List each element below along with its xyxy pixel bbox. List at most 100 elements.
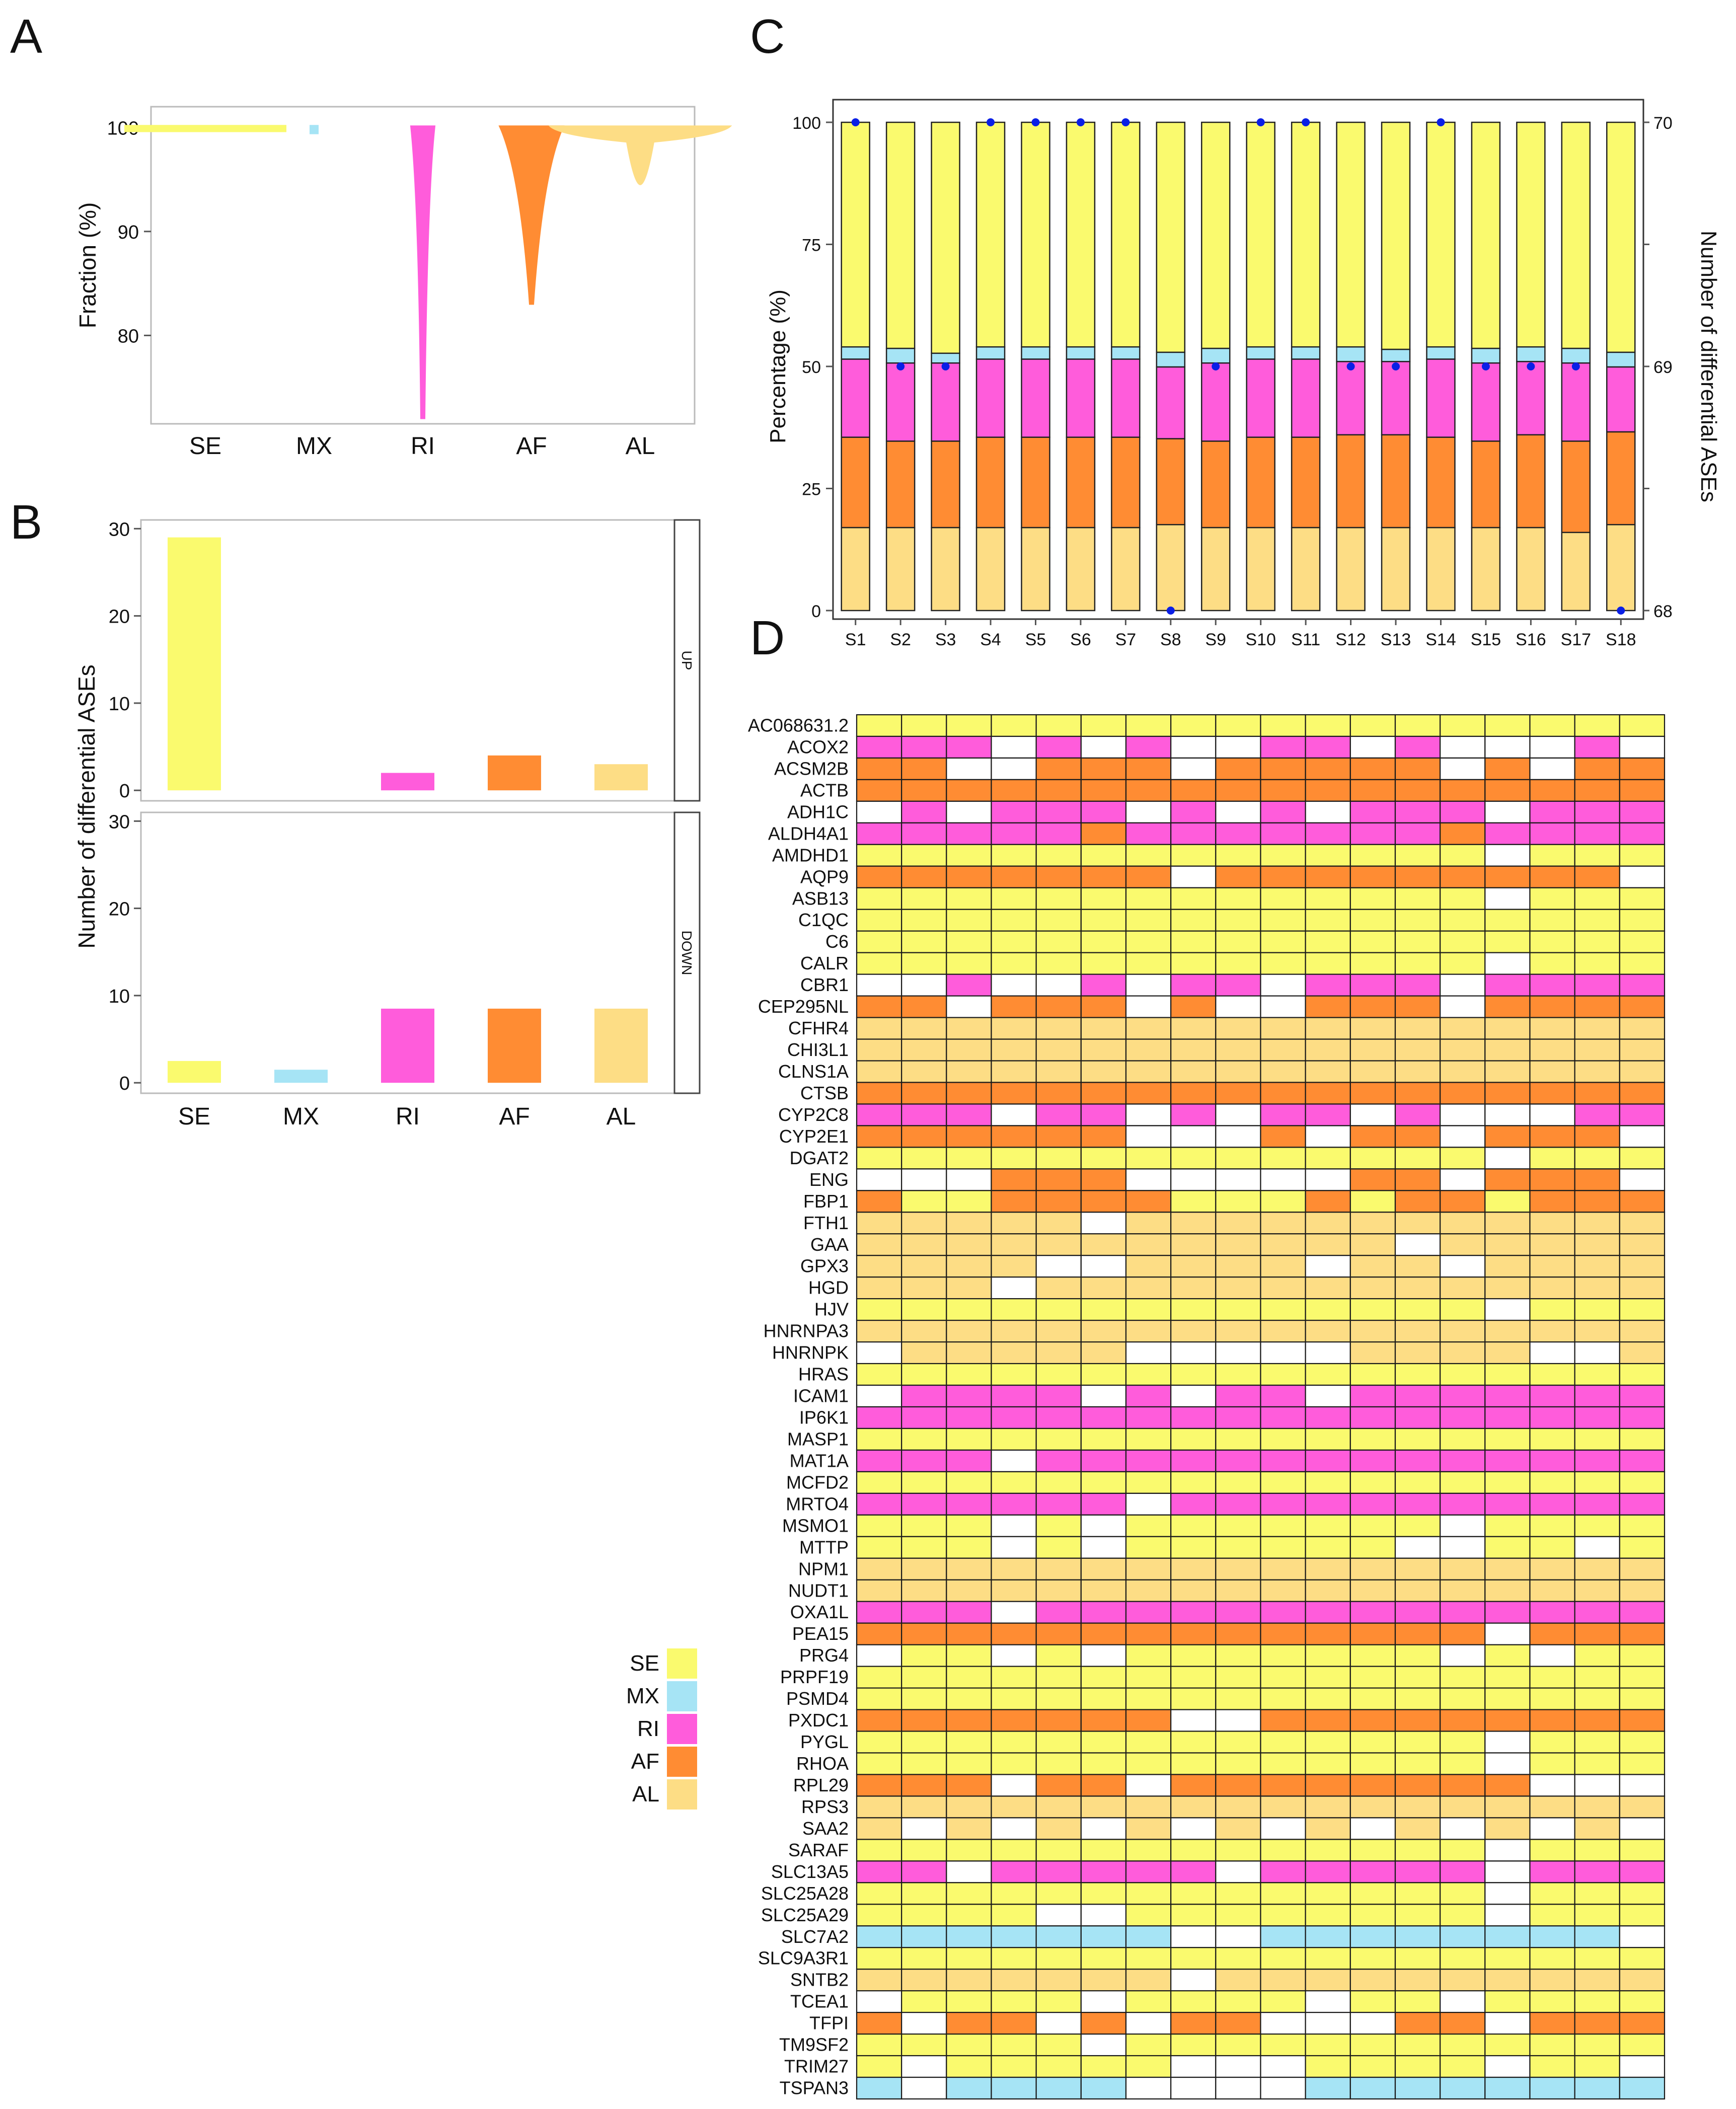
heatmap-cell — [1035, 1969, 1082, 1992]
heatmap-cell — [1305, 1601, 1351, 1624]
heatmap-cell — [1260, 1579, 1306, 1602]
legend-label-al: AL — [632, 1782, 659, 1806]
heatmap-cell — [1349, 1060, 1396, 1083]
heatmap-cell — [1484, 1363, 1531, 1386]
heatmap-cell — [1305, 1082, 1351, 1105]
stack-seg-al — [1066, 526, 1096, 612]
heatmap-cell — [856, 1190, 902, 1213]
stack-seg-al — [1156, 524, 1186, 612]
heatmap-cell — [1394, 1298, 1441, 1321]
heatmap-cell — [1440, 973, 1486, 997]
heatmap-cell — [1619, 1276, 1666, 1300]
heatmap-cell — [946, 2076, 992, 2100]
heatmap-cell — [1260, 1730, 1306, 1754]
x-tick-label: S13 — [1381, 630, 1411, 649]
count-point — [1346, 362, 1355, 370]
heatmap-cell — [1574, 714, 1620, 737]
heatmap-cell — [1170, 1730, 1217, 1754]
heatmap-cell — [1170, 1298, 1217, 1321]
heatmap-cell — [946, 1212, 992, 1235]
heatmap-cell — [1394, 1363, 1441, 1386]
heatmap-cell — [1305, 1969, 1351, 1992]
heatmap-cell — [1394, 1320, 1441, 1343]
heatmap-cell — [901, 1536, 947, 1559]
heatmap-cell — [991, 779, 1037, 802]
heatmap-cell — [1305, 822, 1351, 845]
heatmap-cell — [1170, 1687, 1217, 1710]
heatmap-cell — [1305, 1212, 1351, 1235]
heatmap-cell — [1440, 1969, 1486, 1992]
heatmap-cell — [1484, 1666, 1531, 1689]
heatmap-cell — [1619, 1817, 1666, 1840]
heatmap-cell — [1440, 1060, 1486, 1083]
heatmap-cell — [1125, 1795, 1172, 1819]
stack-seg-mx — [1426, 346, 1456, 360]
heatmap-cell — [1529, 2055, 1575, 2078]
stack-seg-mx — [1291, 346, 1321, 360]
heatmap-cell — [1305, 1817, 1351, 1840]
heatmap-cell — [901, 1147, 947, 1170]
heatmap-cell — [1529, 909, 1575, 932]
stack-seg-ri — [885, 362, 916, 442]
heatmap-cell — [946, 1320, 992, 1343]
heatmap-cell — [1215, 1341, 1261, 1365]
bar-se — [168, 537, 221, 791]
heatmap-cell — [1170, 779, 1217, 802]
heatmap-cell — [1619, 1752, 1666, 1775]
legend-swatch-af — [667, 1747, 697, 1777]
stack-seg-af — [1021, 436, 1050, 529]
heatmap-cell — [1215, 1082, 1261, 1105]
heatmap-cell — [1574, 2055, 1620, 2078]
stack-seg-se — [1606, 121, 1636, 353]
heatmap-cell — [1215, 1795, 1261, 1819]
heatmap-cell — [1260, 1492, 1306, 1516]
heatmap-cell — [1125, 779, 1172, 802]
row-label: SLC7A2 — [781, 1926, 849, 1947]
count-point — [1256, 118, 1265, 126]
heatmap-cell — [946, 1839, 992, 1862]
heatmap-cell — [1619, 2012, 1666, 2035]
heatmap-cell — [1035, 1666, 1082, 1689]
heatmap-cell — [946, 1471, 992, 1494]
heatmap-cell — [1080, 1427, 1127, 1451]
heatmap-cell — [1440, 1212, 1486, 1235]
heatmap-cell — [1170, 1341, 1217, 1365]
heatmap-cell — [1574, 1212, 1620, 1235]
heatmap-cell — [1619, 952, 1666, 975]
x-tick-label: AF — [516, 433, 547, 460]
heatmap-cell — [1394, 1666, 1441, 1689]
heatmap-cell — [1260, 1947, 1306, 1970]
heatmap-cell — [1170, 1255, 1217, 1278]
heatmap-cell — [1170, 735, 1217, 759]
heatmap-cell — [1080, 1839, 1127, 1862]
heatmap-cell — [1394, 1276, 1441, 1300]
heatmap-cell — [1484, 1276, 1531, 1300]
heatmap-cell — [856, 1060, 902, 1083]
heatmap-cell — [946, 1298, 992, 1321]
heatmap-cell — [946, 1601, 992, 1624]
heatmap-cell — [1125, 2012, 1172, 2035]
heatmap-cell — [1260, 1644, 1306, 1667]
heatmap-cell — [1305, 1168, 1351, 1191]
heatmap-cell — [1619, 1882, 1666, 1905]
heatmap-cell — [991, 1320, 1037, 1343]
heatmap-cell — [1484, 1882, 1531, 1905]
y-tick-label: 50 — [802, 358, 821, 377]
heatmap-cell — [1349, 1147, 1396, 1170]
heatmap-cell — [1529, 1082, 1575, 1105]
heatmap-cell — [1394, 1492, 1441, 1516]
heatmap-cell — [1215, 1687, 1261, 1710]
heatmap-cell — [991, 1276, 1037, 1300]
heatmap-cell — [1440, 1384, 1486, 1408]
heatmap-cell — [1529, 1427, 1575, 1451]
heatmap-cell — [1529, 1601, 1575, 1624]
heatmap-cell — [1574, 1622, 1620, 1645]
heatmap-cell — [1305, 800, 1351, 823]
legend-label-af: AF — [631, 1749, 659, 1774]
heatmap-cell — [1260, 1017, 1306, 1040]
heatmap-cell — [1574, 779, 1620, 802]
heatmap-cell — [1125, 995, 1172, 1018]
heatmap-cell — [1215, 1190, 1261, 1213]
heatmap-cell — [1574, 1882, 1620, 1905]
heatmap-cell — [1215, 1471, 1261, 1494]
